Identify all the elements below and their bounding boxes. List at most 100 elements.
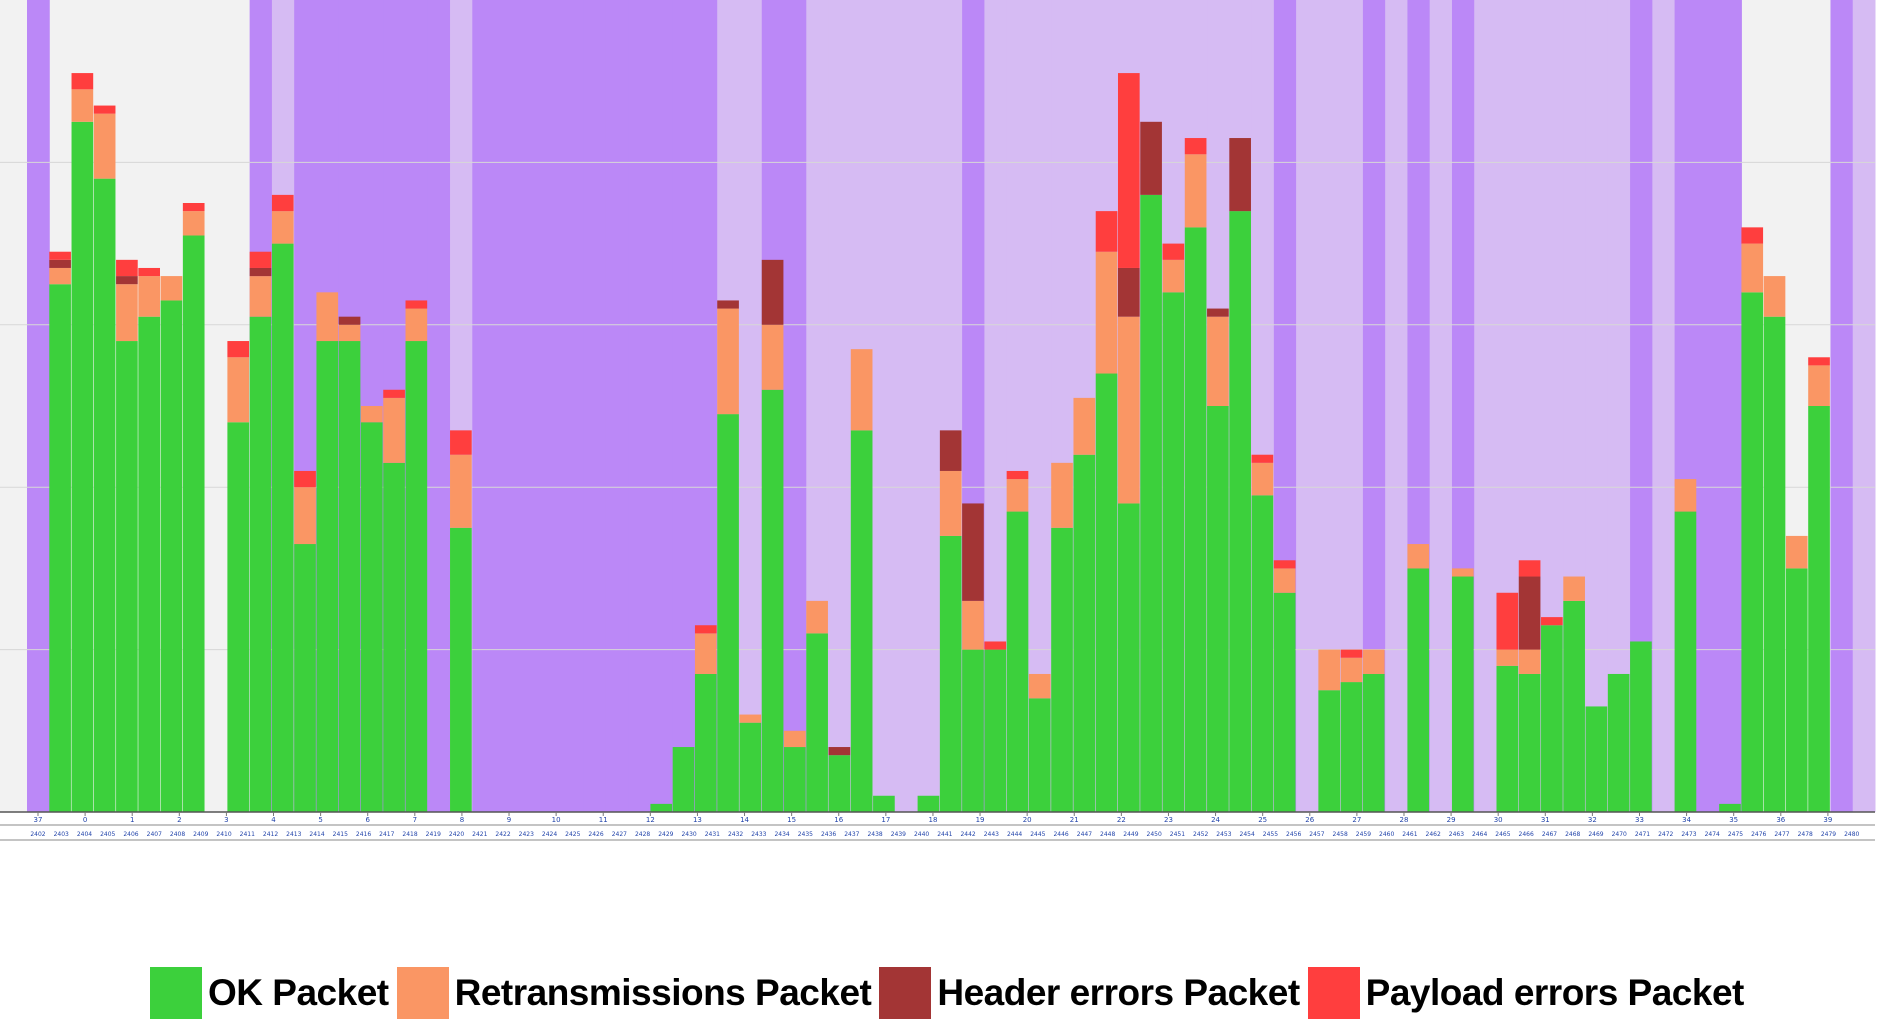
bar-45-series-1 [1028, 673, 1051, 699]
band-43 [984, 0, 1008, 812]
tick-label-bottom-26: 2428 [635, 831, 650, 838]
tick-label-bottom-6: 2408 [170, 831, 185, 838]
band-30 [694, 0, 718, 812]
tick-label-bottom-0: 2402 [30, 831, 45, 838]
bar-77-series-3 [1741, 227, 1764, 244]
tick-label-bottom-74: 2476 [1751, 831, 1766, 838]
bar-5-series-0 [138, 316, 160, 812]
bar-52-series-1 [1184, 154, 1207, 228]
bar-4-series-0 [116, 341, 138, 812]
tick-label-top-30: 29 [1447, 816, 1456, 824]
tick-label-bottom-68: 2470 [1612, 831, 1627, 838]
bar-4-series-2 [116, 276, 138, 285]
tick-label-bottom-14: 2416 [356, 831, 371, 838]
bar-50-series-2 [1140, 121, 1162, 195]
bar-37-series-1 [850, 349, 873, 431]
bar-55-series-1 [1251, 462, 1274, 496]
tick-label-bottom-28: 2430 [681, 831, 696, 838]
bar-29-series-0 [672, 747, 695, 812]
tick-label-top-11: 10 [552, 816, 561, 824]
bar-67-series-1 [1518, 649, 1541, 674]
tick-label-bottom-19: 2421 [472, 831, 487, 838]
tick-label-bottom-48: 2450 [1147, 831, 1162, 838]
tick-label-bottom-32: 2434 [774, 831, 789, 838]
bar-59-series-0 [1340, 682, 1363, 812]
bar-43-series-3 [984, 641, 1007, 650]
bar-58-series-1 [1318, 649, 1341, 691]
tick-label-top-2: 1 [130, 816, 134, 824]
tick-label-top-21: 20 [1023, 816, 1032, 824]
bar-30-series-3 [694, 625, 717, 634]
tick-label-top-14: 13 [693, 816, 702, 824]
bar-10-series-1 [249, 276, 272, 317]
x-axis-ticks: 37 0 1 2 3 4 5 6 7 8 9 10 11 12 13 14 15 16 17 18 19 20 21 22 23… [0, 812, 1875, 841]
bar-48-series-0 [1095, 373, 1118, 812]
bar-51-series-3 [1162, 243, 1185, 260]
band-70 [1585, 0, 1609, 812]
tick-label-top-1: 0 [83, 816, 87, 824]
tick-label-bottom-41: 2443 [984, 831, 999, 838]
tick-label-top-13: 12 [646, 816, 655, 824]
bar-62-series-1 [1407, 544, 1430, 569]
bar-48-series-1 [1095, 251, 1118, 374]
bar-16-series-3 [383, 389, 405, 398]
bar-28-series-0 [650, 803, 673, 812]
band-23 [539, 0, 562, 812]
tick-label-top-33: 32 [1588, 816, 1597, 824]
band-57 [1296, 0, 1319, 812]
band-21 [494, 0, 518, 812]
bar-7-series-1 [182, 211, 205, 236]
band-26 [605, 0, 629, 812]
bar-53-series-2 [1207, 308, 1229, 317]
bar-10-series-0 [249, 316, 272, 812]
bar-66-series-1 [1496, 649, 1519, 666]
bar-42-series-2 [962, 503, 984, 601]
bar-12-series-0 [294, 544, 316, 812]
tick-label-bottom-72: 2474 [1705, 831, 1720, 838]
legend-item-retransmissions: Retransmissions Packet [396, 967, 872, 1019]
bar-17-series-0 [405, 341, 428, 812]
tick-label-bottom-33: 2435 [798, 831, 813, 838]
bar-49-series-1 [1117, 316, 1140, 504]
tick-label-bottom-65: 2467 [1542, 831, 1557, 838]
bar-2-series-1 [71, 89, 94, 122]
tick-label-bottom-16: 2418 [402, 831, 417, 838]
tick-label-top-15: 14 [740, 816, 749, 824]
bar-59-series-3 [1340, 649, 1363, 658]
bar-42-series-0 [962, 649, 984, 812]
bar-80-series-0 [1808, 406, 1830, 812]
tick-label-bottom-13: 2415 [333, 831, 348, 838]
bar-55-series-3 [1251, 454, 1274, 463]
bar-2-series-3 [71, 73, 94, 90]
tick-label-bottom-50: 2452 [1193, 831, 1208, 838]
bar-9-series-0 [227, 422, 250, 812]
tick-label-bottom-73: 2475 [1728, 831, 1743, 838]
bar-51-series-0 [1162, 292, 1185, 812]
tick-label-bottom-27: 2429 [658, 831, 673, 838]
legend-label-retransmissions: Retransmissions Packet [454, 972, 872, 1013]
tick-label-bottom-51: 2453 [1216, 831, 1231, 838]
tick-label-top-37: 36 [1776, 816, 1785, 824]
bar-14-series-2 [338, 316, 361, 325]
tick-label-bottom-1: 2403 [54, 831, 69, 838]
chart-legend: OK Packet Retransmissions Packet Header … [150, 965, 1760, 1021]
bar-52-series-0 [1184, 227, 1207, 813]
bar-33-series-1 [761, 324, 784, 390]
tick-label-bottom-59: 2461 [1402, 831, 1417, 838]
tick-label-bottom-77: 2479 [1821, 831, 1836, 838]
tick-label-top-25: 24 [1211, 816, 1220, 824]
tick-label-top-31: 30 [1494, 816, 1503, 824]
band-82 [1852, 0, 1876, 812]
tick-label-bottom-43: 2445 [1030, 831, 1045, 838]
tick-label-top-24: 23 [1164, 816, 1173, 824]
bar-54-series-0 [1229, 211, 1251, 812]
band-32 [739, 0, 763, 812]
tick-label-top-17: 16 [834, 816, 843, 824]
band-24 [561, 0, 585, 812]
bar-7-series-0 [182, 235, 205, 813]
bar-74-series-1 [1674, 479, 1697, 512]
legend-label-ok: OK Packet [208, 972, 389, 1013]
band-29 [672, 0, 696, 812]
bar-35-series-0 [806, 633, 828, 812]
stacked-bar-chart: 37 0 1 2 3 4 5 6 7 8 9 10 11 12 13 14 15 16 17 18 19 20 21 22 23… [0, 0, 1876, 841]
